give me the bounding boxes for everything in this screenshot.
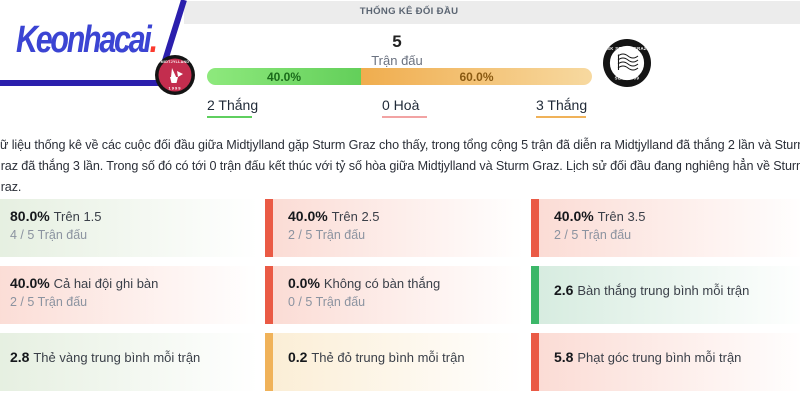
svg-text:MIDTJYLLAND: MIDTJYLLAND	[161, 60, 190, 64]
svg-text:SEIT 1909: SEIT 1909	[615, 76, 640, 81]
svg-text:SK STURM GRAZ: SK STURM GRAZ	[607, 46, 647, 51]
svg-text:1999: 1999	[169, 86, 182, 91]
